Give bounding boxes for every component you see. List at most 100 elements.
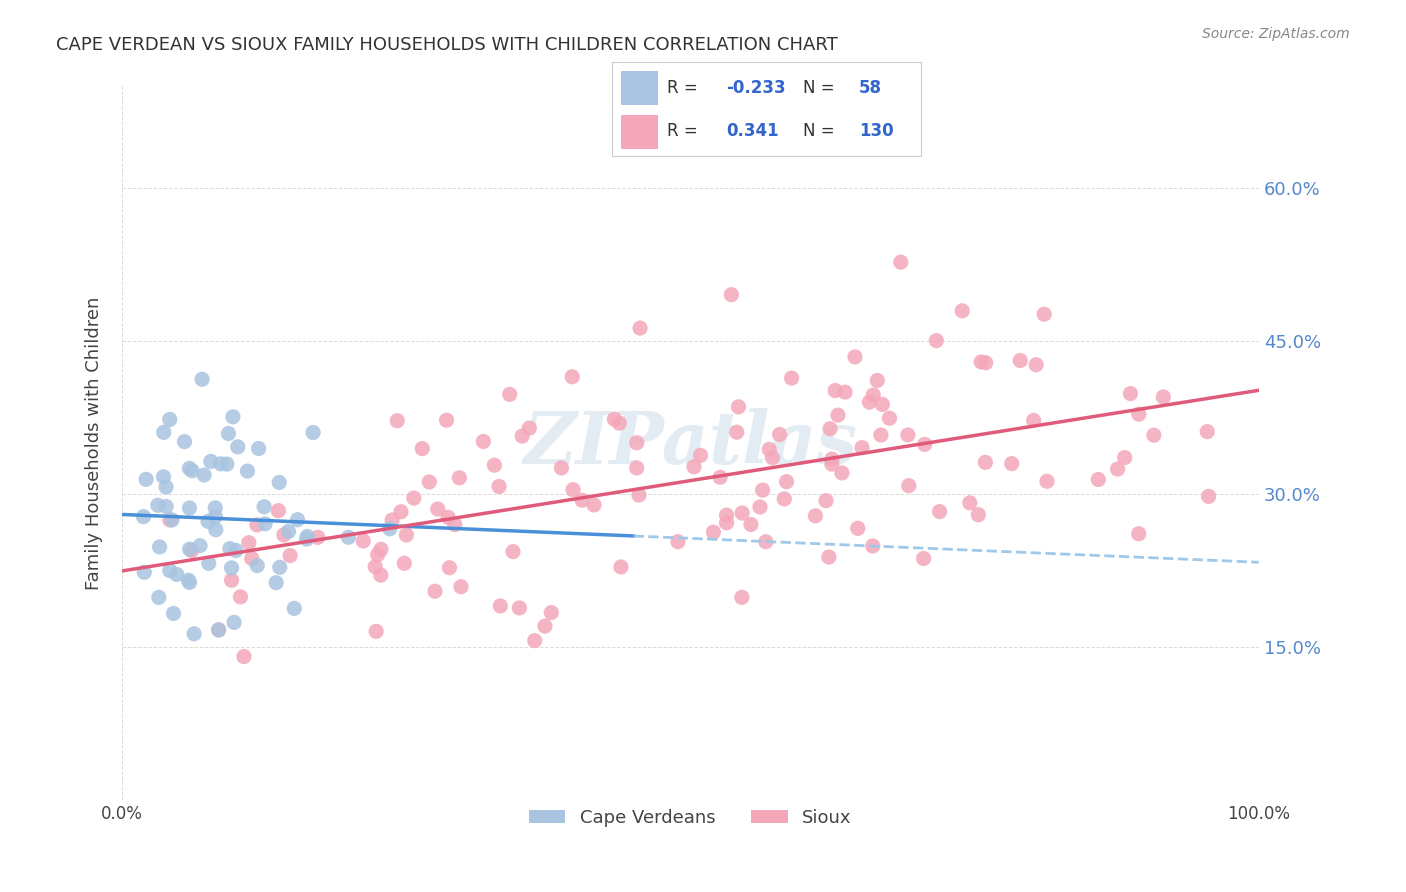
Point xyxy=(974,455,997,469)
Point xyxy=(702,525,724,540)
Point xyxy=(517,421,540,435)
Point xyxy=(523,633,546,648)
Point xyxy=(534,619,557,633)
Point xyxy=(879,411,901,425)
Point xyxy=(411,442,433,456)
Point xyxy=(827,408,849,422)
Text: R =: R = xyxy=(668,78,703,96)
Point xyxy=(872,397,894,411)
Point xyxy=(387,414,409,428)
Point xyxy=(720,287,742,301)
Point xyxy=(183,627,205,641)
Text: Source: ZipAtlas.com: Source: ZipAtlas.com xyxy=(1202,27,1350,41)
Point xyxy=(970,355,993,369)
Point xyxy=(155,480,177,494)
Point xyxy=(1010,353,1032,368)
Point xyxy=(1087,473,1109,487)
Point xyxy=(890,255,912,269)
Point xyxy=(740,517,762,532)
Text: CAPE VERDEAN VS SIOUX FAMILY HOUSEHOLDS WITH CHILDREN CORRELATION CHART: CAPE VERDEAN VS SIOUX FAMILY HOUSEHOLDS … xyxy=(56,36,838,54)
Point xyxy=(1114,450,1136,465)
Point xyxy=(821,452,844,467)
Point xyxy=(626,435,648,450)
Point xyxy=(236,464,259,478)
Text: 130: 130 xyxy=(859,122,894,140)
Point xyxy=(818,549,841,564)
Point xyxy=(155,500,177,514)
Point xyxy=(159,564,181,578)
FancyBboxPatch shape xyxy=(621,115,658,149)
Point xyxy=(217,426,239,441)
Point xyxy=(253,500,276,514)
Text: N =: N = xyxy=(803,78,841,96)
Text: 58: 58 xyxy=(859,78,882,96)
Point xyxy=(502,544,524,558)
Point xyxy=(337,530,360,544)
Point xyxy=(283,601,305,615)
Point xyxy=(761,450,783,465)
Point xyxy=(436,413,458,427)
Text: ZIPatlas: ZIPatlas xyxy=(523,408,858,479)
Point xyxy=(439,560,461,574)
Point xyxy=(277,524,299,539)
Point xyxy=(173,434,195,449)
Point xyxy=(780,371,803,385)
Point xyxy=(381,513,404,527)
Point xyxy=(683,459,706,474)
Point xyxy=(540,606,562,620)
Point xyxy=(967,508,990,522)
Point xyxy=(821,457,844,471)
Point xyxy=(814,493,837,508)
Point xyxy=(628,321,651,335)
Point xyxy=(247,442,270,456)
Point xyxy=(1119,386,1142,401)
Point xyxy=(709,470,731,484)
Point xyxy=(204,523,226,537)
Point xyxy=(1152,390,1174,404)
Point xyxy=(225,543,247,558)
Point xyxy=(221,574,243,588)
Point xyxy=(364,559,387,574)
Point xyxy=(162,607,184,621)
Point xyxy=(418,475,440,489)
Point xyxy=(862,539,884,553)
Point xyxy=(180,543,202,558)
Point xyxy=(1025,358,1047,372)
Point xyxy=(204,509,226,524)
Point xyxy=(307,530,329,544)
Point xyxy=(749,500,772,514)
Point xyxy=(489,599,512,613)
Point xyxy=(862,388,884,402)
Point xyxy=(179,575,201,590)
Point xyxy=(583,498,606,512)
Point xyxy=(152,425,174,440)
Point xyxy=(914,437,936,451)
Point xyxy=(200,454,222,468)
Point xyxy=(179,501,201,516)
Point xyxy=(626,461,648,475)
Point xyxy=(204,500,226,515)
Point xyxy=(152,470,174,484)
Point xyxy=(858,395,880,409)
Point xyxy=(1128,407,1150,421)
Point xyxy=(603,412,626,426)
Point xyxy=(389,505,412,519)
Point xyxy=(1198,489,1220,503)
Point xyxy=(222,409,245,424)
Point xyxy=(166,567,188,582)
Point xyxy=(1033,307,1056,321)
Point xyxy=(450,580,472,594)
Point xyxy=(240,551,263,566)
Point xyxy=(159,513,181,527)
Point xyxy=(716,508,738,523)
Point xyxy=(1143,428,1166,442)
Point xyxy=(395,528,418,542)
Point xyxy=(222,615,245,630)
Point xyxy=(437,510,460,524)
Point xyxy=(449,471,471,485)
Point xyxy=(851,441,873,455)
Point xyxy=(959,496,981,510)
Point xyxy=(897,478,920,492)
Point xyxy=(219,541,242,556)
Point xyxy=(134,566,156,580)
